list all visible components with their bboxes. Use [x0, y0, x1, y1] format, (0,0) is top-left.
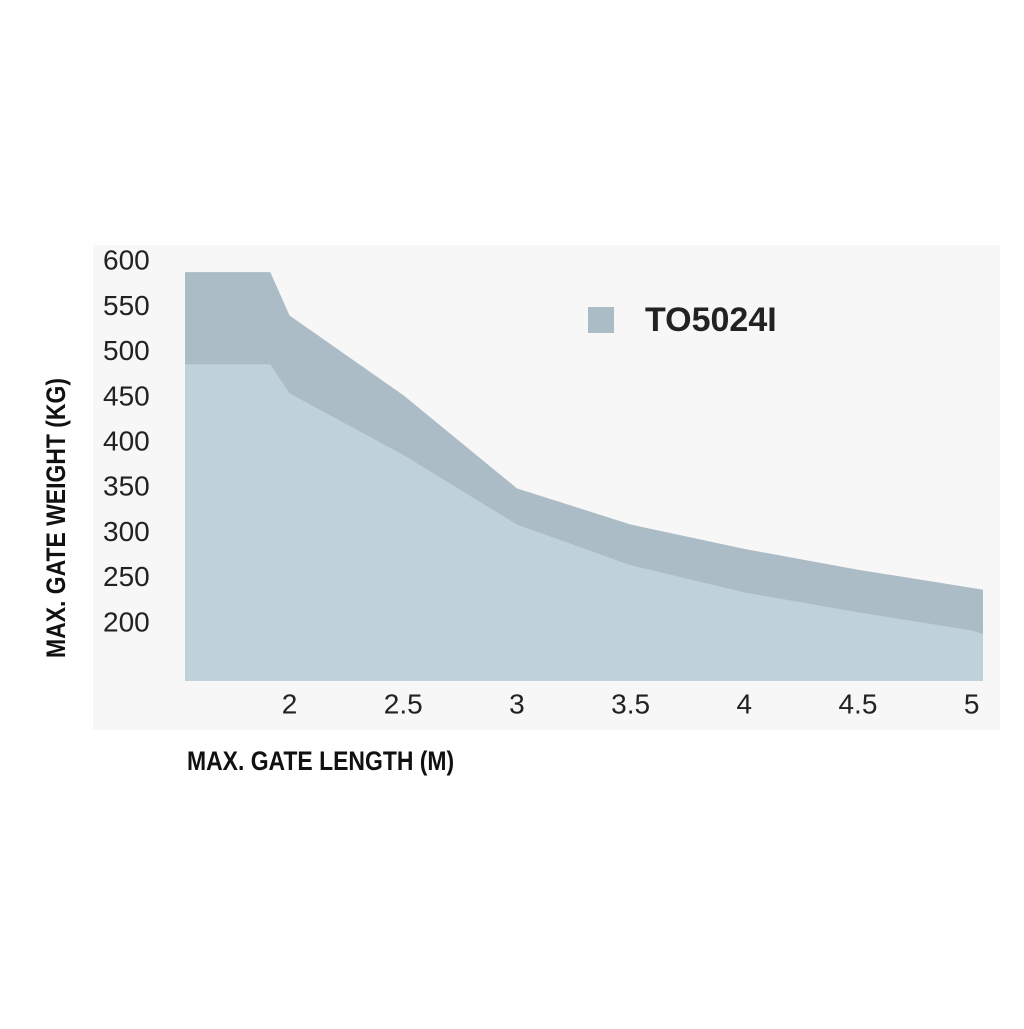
x-axis-title: MAX. GATE LENGTH (M): [187, 746, 454, 776]
areas: [185, 272, 983, 681]
y-axis-title: MAX. GATE WEIGHT (KG): [41, 378, 71, 658]
y-tick-label: 300: [103, 516, 150, 547]
x-tick-label: 2: [282, 688, 298, 719]
area: [185, 364, 983, 681]
y-tick-label: 350: [103, 471, 150, 502]
legend-swatch: [588, 307, 614, 333]
y-tick-label: 450: [103, 380, 150, 411]
x-tick-label: 5: [964, 688, 980, 719]
y-tick-label: 400: [103, 425, 150, 456]
x-tick-label: 3.5: [611, 688, 650, 719]
legend-label: TO5024I: [645, 301, 777, 339]
x-tick-label: 4: [736, 688, 752, 719]
y-tick-label: 200: [103, 606, 150, 637]
y-tick-label: 600: [103, 245, 150, 276]
x-tick-label: 2.5: [384, 688, 423, 719]
y-tick-label: 500: [103, 335, 150, 366]
y-tick-label: 550: [103, 290, 150, 321]
x-tick-label: 3: [509, 688, 525, 719]
x-tick-label: 4.5: [838, 688, 877, 719]
y-tick-label: 250: [103, 561, 150, 592]
